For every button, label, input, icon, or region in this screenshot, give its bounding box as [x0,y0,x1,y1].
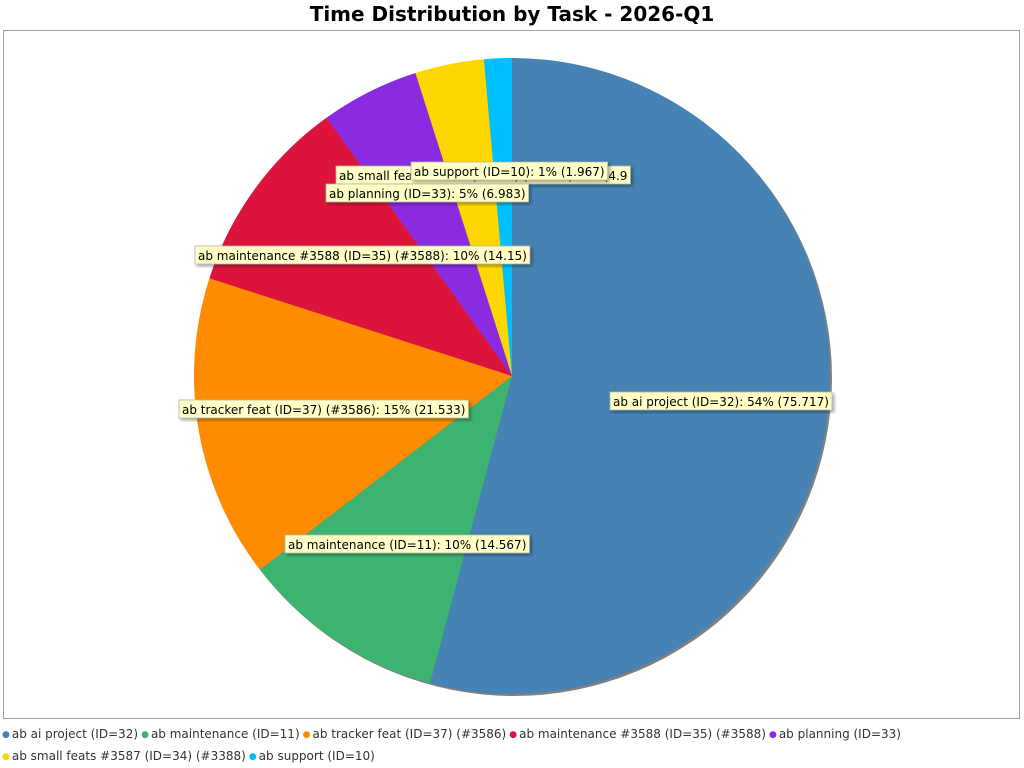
legend-marker-icon: ● [509,730,518,740]
legend-label: ab ai project (ID=32) [11,727,139,741]
slice-label: ab maintenance (ID=11): 10% (14.567) [284,534,530,554]
slice-label-text: ab tracker feat (ID=37) (#3586): 15% (21… [182,403,465,417]
slice-label-text: ab planning (ID=33): 5% (6.983) [329,187,526,201]
legend-item[interactable]: ● ab small feats #3587 (ID=34) (#3388) [2,749,246,763]
slice-label: ab planning (ID=33): 5% (6.983) [325,183,529,203]
slice-label: ab tracker feat (ID=37) (#3586): 15% (21… [178,399,469,419]
slice-label: ab maintenance #3588 (ID=35) (#3588): 10… [194,245,531,265]
slice-label-text: ab ai project (ID=32): 54% (75.717) [613,395,829,409]
legend-marker-icon: ● [2,752,10,762]
slice-label-box [325,183,529,203]
legend-row: ● ab ai project (ID=32) ● ab maintenance (I… [2,727,904,741]
pie-slice[interactable] [326,73,512,377]
slice-label-text: ab maintenance #3588 (ID=35) (#3588): 10… [198,249,527,263]
slice-label-text: ab maintenance (ID=11): 10% (14.567) [288,538,526,552]
pie-slice[interactable] [483,58,512,376]
pie-slice[interactable] [259,376,512,684]
slice-label-box [178,399,469,419]
legend-marker-icon: ● [302,730,311,740]
legend-label: ab maintenance #3588 (ID=35) (#3588) [519,727,766,741]
legend-marker-icon: ● [141,730,149,740]
legend-label: ab maintenance (ID=11) [150,727,300,741]
legend-marker-icon: ● [2,730,10,740]
slice-label: ab ai project (ID=32): 54% (75.717) [609,391,833,411]
legend-item[interactable]: ● ab support (ID=10) [249,749,375,763]
slice-label-box [609,391,833,411]
legend-item[interactable]: ● ab ai project (ID=32) [2,727,138,741]
legend-marker-icon: ● [768,730,777,740]
legend-item[interactable]: ● ab tracker feat (ID=37) (#3586) [303,727,507,741]
legend-item[interactable]: ● ab maintenance (ID=11) [141,727,300,741]
legend-item[interactable]: ● ab maintenance #3588 (ID=35) (#3588) [509,727,766,741]
slice-label: ab support (ID=10): 1% (1.967) [410,161,608,181]
pie-slice[interactable] [193,278,513,570]
slice-label-box [284,534,530,554]
pie-slice[interactable] [429,58,830,695]
pie-slice[interactable] [415,59,512,377]
legend-marker-icon: ● [248,752,257,762]
legend-label: ab small feats #3587 (ID=34) (#3388) [11,749,246,763]
legend-label: ab tracker feat (ID=37) (#3586) [312,727,507,741]
legend-row: ● ab small feats #3587 (ID=34) (#3388) ● ab… [2,749,378,763]
chart-title: Time Distribution by Task - 2026-Q1 [309,2,715,26]
slice-label-box [410,161,608,181]
legend-label: ab support (ID=10) [258,749,375,763]
legend-label: ab planning (ID=33) [778,727,901,741]
slice-label-text: ab support (ID=10): 1% (1.967) [414,165,605,179]
slice-label-box [194,245,531,265]
legend-item[interactable]: ● ab planning (ID=33) [769,727,901,741]
